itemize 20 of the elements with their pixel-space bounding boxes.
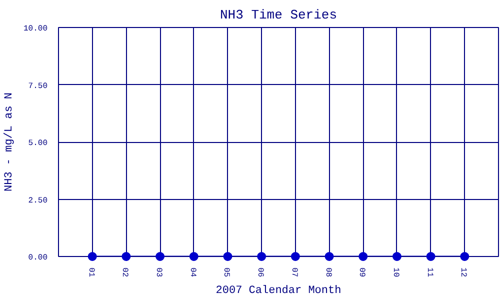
x-tick-label: 02 xyxy=(120,268,130,278)
x-axis-title: 2007 Calendar Month xyxy=(216,285,342,298)
x-tick-label: 11 xyxy=(424,268,434,278)
x-tick-label: 01 xyxy=(86,268,96,278)
y-tick-label: 5.00 xyxy=(28,139,48,148)
x-tick-label: 04 xyxy=(188,268,197,278)
x-tick-label: 06 xyxy=(256,268,265,278)
y-tick-label: 0.00 xyxy=(28,254,48,262)
x-tick-label: 08 xyxy=(323,268,332,278)
y-tick-label: 7.50 xyxy=(28,82,48,91)
x-tick-label: 12 xyxy=(458,268,468,278)
x-tick-label: 10 xyxy=(390,268,400,278)
y-tick-label: 10.00 xyxy=(23,24,48,34)
y-axis-title: NH3 - mg/L as N xyxy=(3,92,16,192)
x-tick-label: 03 xyxy=(154,268,164,278)
x-tick-label: 05 xyxy=(222,268,231,278)
x-tick-label: 09 xyxy=(357,268,366,278)
chart-title: NH3 Time Series xyxy=(220,8,338,22)
x-tick-label: 07 xyxy=(289,268,298,278)
y-tick-label: 2.50 xyxy=(28,196,48,206)
